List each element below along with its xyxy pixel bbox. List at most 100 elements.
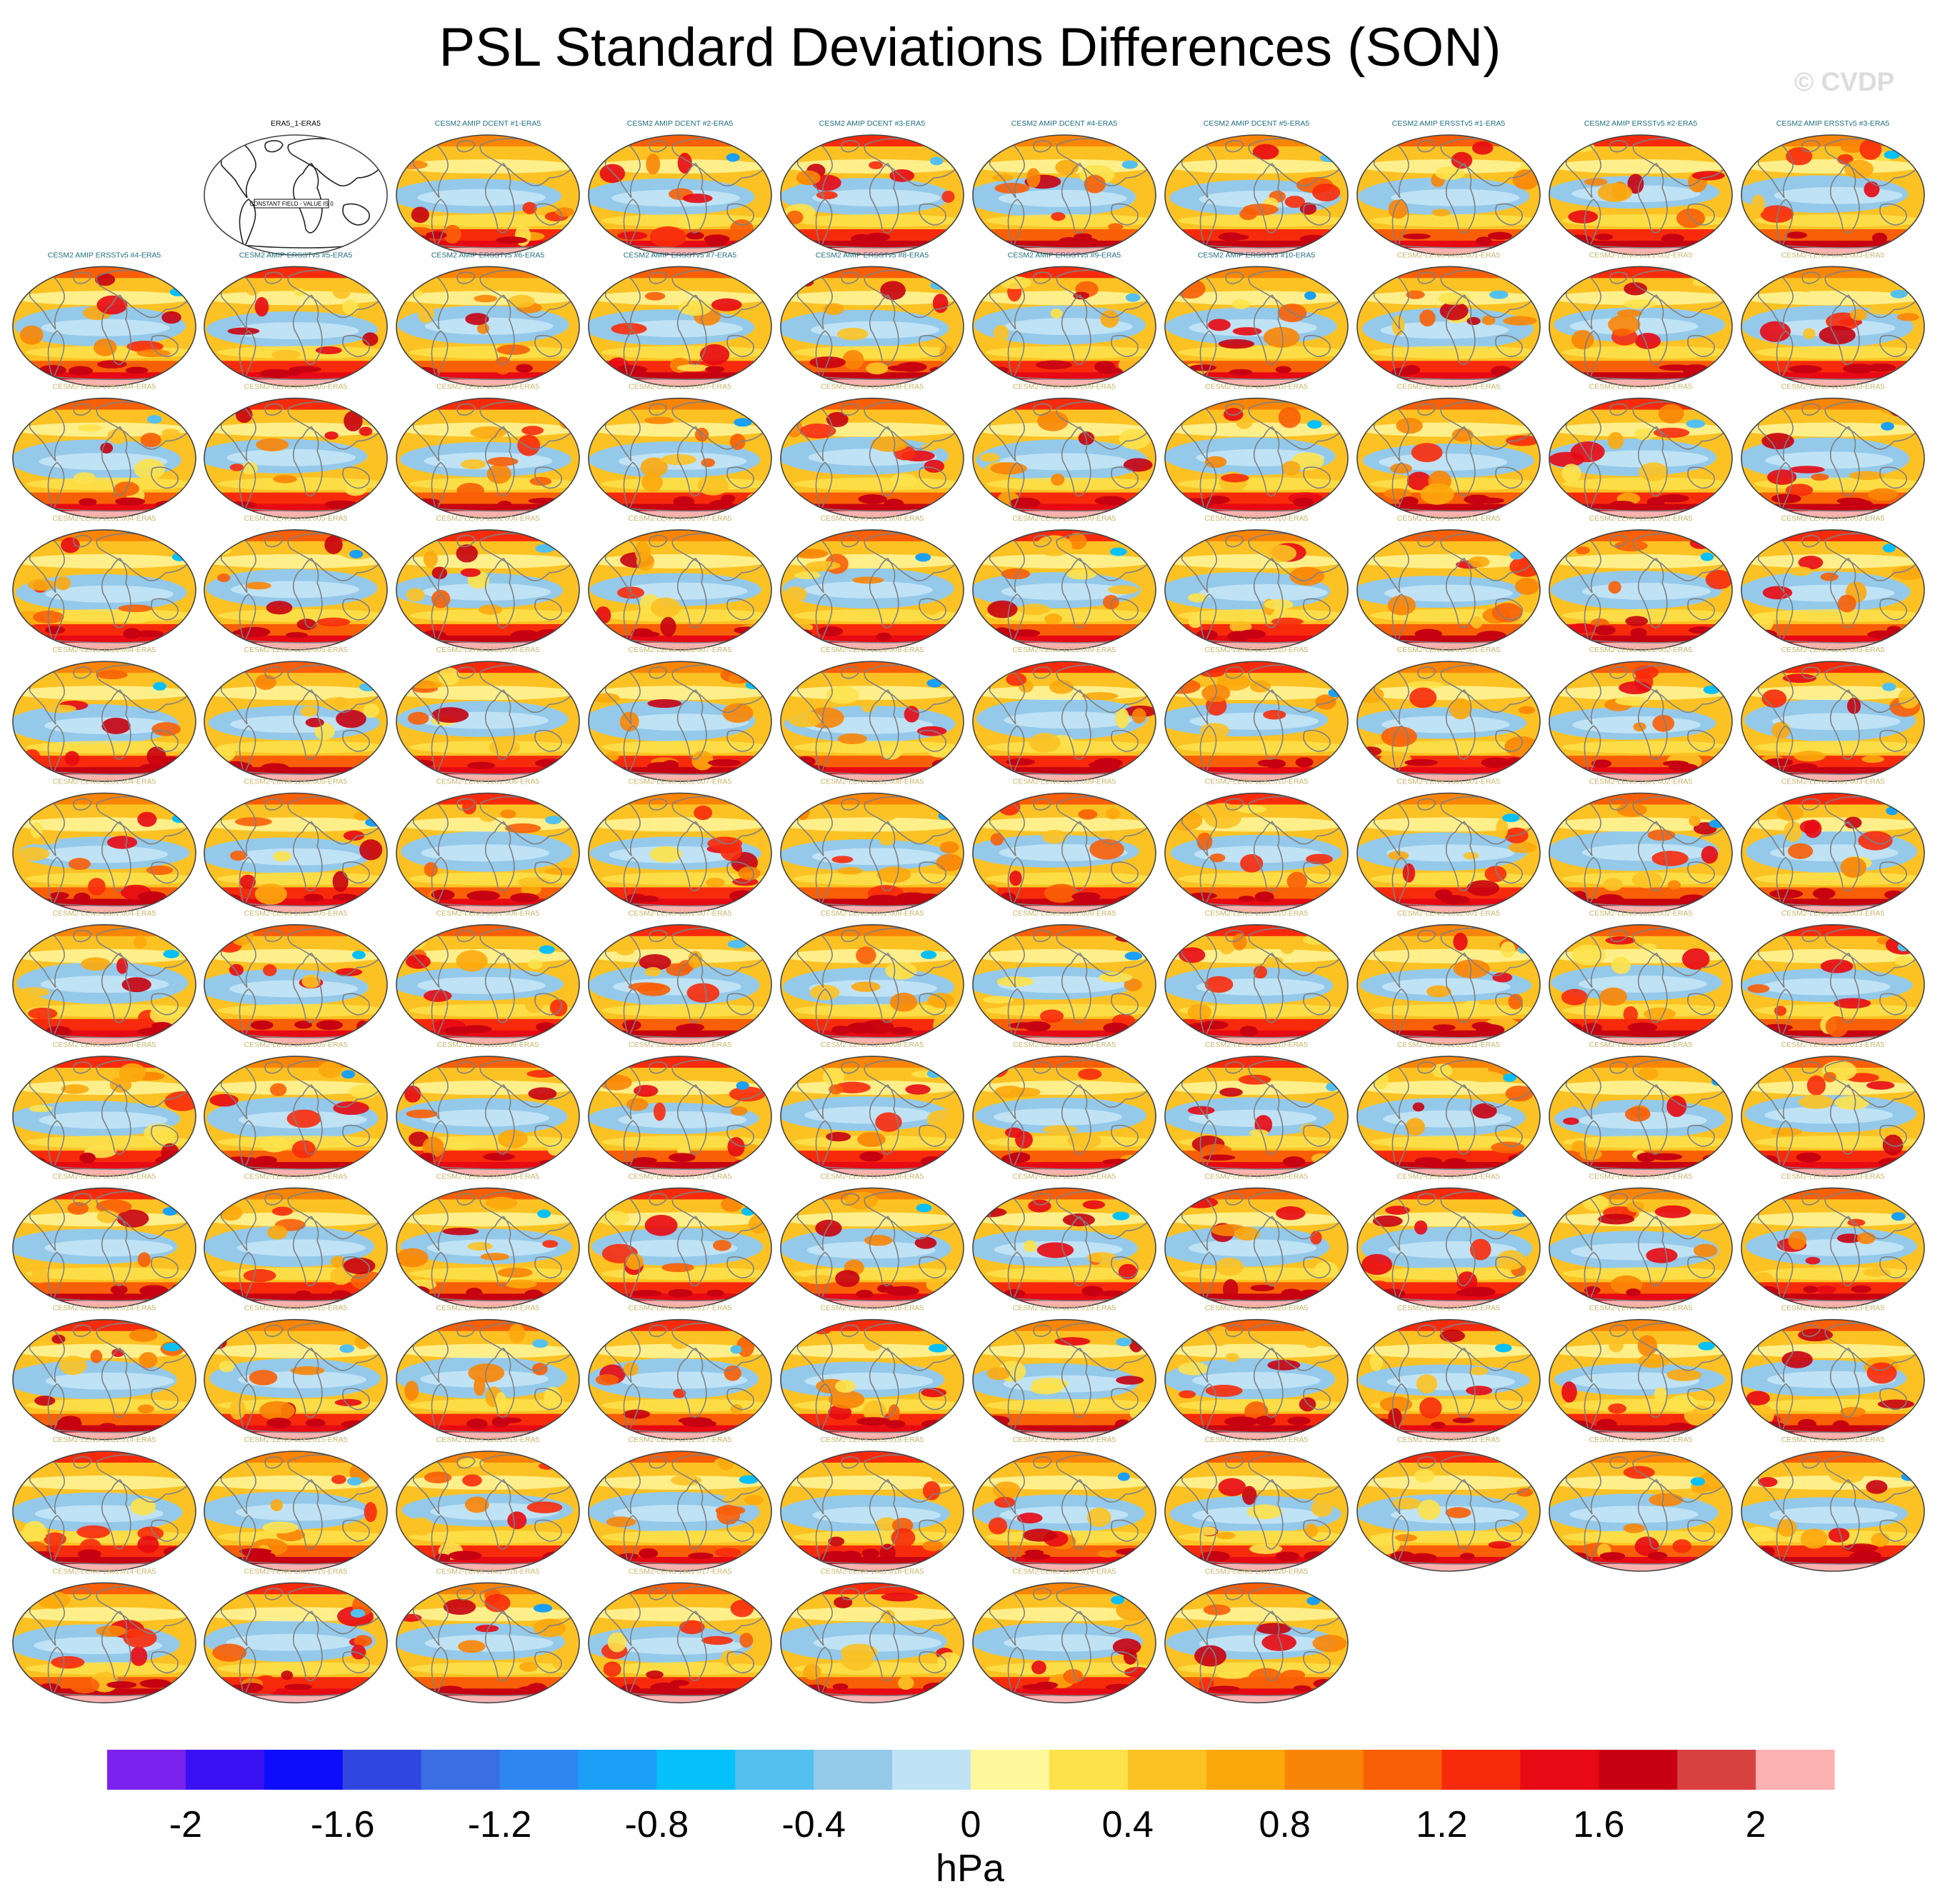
panel-label: CESM2-LENS 1171.009-ERA5 [1013, 1041, 1116, 1049]
map-panel [780, 1450, 964, 1572]
map-panel [972, 1450, 1156, 1572]
panel-label: CESM2-LENS 1251.008-ERA5 [821, 646, 924, 654]
colorbar-swatch [814, 1750, 893, 1790]
map-panel [396, 1187, 580, 1309]
map-panel [972, 1056, 1156, 1177]
panel-label: CESM2-LENS 1061.004-ERA5 [53, 383, 156, 391]
map-panel [1741, 1187, 1925, 1309]
panel-label: CESM2-LENS 1281.001-ERA5 [1397, 646, 1501, 654]
panel-label: CESM2-LENS 1281.016-ERA5 [436, 1435, 540, 1444]
panel-label: CESM2-LENS 1251.002-ERA5 [1589, 514, 1693, 523]
panel-label: CESM2-LENS 1231.017-ERA5 [629, 1172, 732, 1181]
panel-label: CESM2-LENS 1191.010-ERA5 [1205, 1041, 1308, 1049]
colorbar-tick-label: -2 [169, 1804, 202, 1845]
map-panel [1741, 529, 1925, 651]
colorbar-swatch [499, 1750, 579, 1790]
panel-label: CESM2-LENS 1301.002-ERA5 [1589, 778, 1693, 786]
panel-label: CESM2-LENS 1281.008-ERA5 [821, 778, 924, 786]
panel-label: CESM2-LENS 1251.003-ERA5 [1781, 514, 1885, 523]
map-panel [204, 266, 388, 388]
panel-label: CESM2-LENS 1301.020-ERA5 [1205, 1567, 1309, 1575]
panel-label: CESM2-LENS 1301.011-ERA5 [1397, 1435, 1500, 1444]
map-panel [1164, 1318, 1349, 1440]
panel-label: CESM2-LENS 1251.004-ERA5 [53, 646, 156, 654]
panel-label: CESM2-LENS 1091.005-ERA5 [244, 1041, 348, 1049]
map-panel [1164, 1187, 1349, 1309]
panel-label: CESM2-LENS 1001.001-ERA5 [1397, 251, 1501, 259]
panel-label: CESM2-LENS 1301.001-ERA5 [1397, 778, 1501, 786]
panel-label: CESM2-LENS 1021.002-ERA5 [1589, 251, 1693, 259]
map-panel [1356, 661, 1541, 783]
panel-label: CESM2 AMIP DCENT #5-ERA5 [1204, 119, 1310, 128]
colorbar-swatch [264, 1750, 344, 1790]
panel-label: CESM2-LENS 1031.002-ERA5 [1589, 909, 1693, 918]
panel-label: CESM2-LENS 1281.015-ERA5 [244, 1435, 348, 1444]
colorbar-swatch [107, 1750, 186, 1790]
map-panel [780, 529, 964, 651]
map-panel [1356, 1187, 1541, 1309]
map-panel [12, 792, 196, 914]
map-panel [588, 661, 772, 783]
map-panel [1741, 1450, 1925, 1572]
panel-label: CESM2-LENS 1251.012-ERA5 [1589, 1172, 1693, 1181]
map-panel [972, 134, 1156, 256]
map-panel [1356, 792, 1541, 914]
map-panel [1549, 134, 1733, 256]
map-panel [204, 529, 388, 651]
panel-label: CESM2-LENS 1281.012-ERA5 [1589, 1304, 1693, 1313]
map-panel [12, 1187, 196, 1309]
panel-label: CESM2-LENS 1251.016-ERA5 [436, 1304, 540, 1313]
map-panel [1164, 266, 1349, 388]
colorbar-swatch [1284, 1750, 1364, 1790]
map-panel [588, 134, 772, 256]
panel-label: CESM2-LENS 1301.016-ERA5 [436, 1567, 540, 1575]
map-panel [1741, 661, 1925, 783]
colorbar-swatch [892, 1750, 971, 1790]
map-panel [12, 529, 196, 651]
panel-label: CESM2-LENS 1231.015-ERA5 [244, 1172, 348, 1181]
map-panel [1741, 1318, 1925, 1440]
panel-label: CESM2-LENS 1281.009-ERA5 [1013, 778, 1116, 786]
map-panel [588, 792, 772, 914]
map-panel [588, 397, 772, 519]
map-panel [780, 1318, 964, 1440]
panel-label: CESM2-LENS 1251.010-ERA5 [1205, 646, 1309, 654]
colorbar-swatch [1049, 1750, 1129, 1790]
panel-label: CESM2-LENS 1151.008-ERA5 [821, 1041, 924, 1049]
panel-label: CESM2-LENS 1281.011-ERA5 [1397, 1304, 1500, 1313]
panel-label: CESM2-LENS 1231.011-ERA5 [1397, 1041, 1500, 1049]
panel-label: CESM2-LENS 1101.006-ERA5 [436, 383, 539, 391]
map-panel [396, 1450, 580, 1572]
map-panel [972, 1318, 1156, 1440]
map-panel [780, 1056, 964, 1177]
svg-text:CONSTANT FIELD - VALUE IS 0: CONSTANT FIELD - VALUE IS 0 [249, 201, 334, 207]
map-panel [1741, 1056, 1925, 1177]
panel-label: CESM2-LENS 1231.001-ERA5 [1397, 383, 1501, 391]
map-panel [1356, 1056, 1541, 1177]
map-panel [972, 529, 1156, 651]
colorbar-swatch [1441, 1750, 1521, 1790]
panel-label: CESM2-LENS 1231.019-ERA5 [1013, 1172, 1116, 1181]
panel-label: CESM2-LENS 1141.008-ERA5 [821, 383, 924, 391]
panel-label: CESM2-LENS 1231.003-ERA5 [1781, 383, 1885, 391]
map-panel [396, 266, 580, 388]
map-panel [396, 924, 580, 1046]
panel-label: CESM2 AMIP ERSSTv5 #5-ERA5 [239, 251, 353, 259]
panel-label: CESM2 AMIP ERSSTv5 #8-ERA5 [816, 251, 929, 259]
map-panel [972, 1582, 1156, 1704]
map-panel [780, 134, 964, 256]
map-panel [12, 1450, 196, 1572]
map-panel [780, 397, 964, 519]
panel-label: CESM2 AMIP DCENT #1-ERA5 [435, 119, 541, 128]
map-panel [1164, 529, 1349, 651]
map-panel [396, 792, 580, 914]
map-panel [1549, 792, 1733, 914]
panel-label: CESM2-LENS 1231.008-ERA5 [821, 514, 924, 523]
colorbar-swatch [735, 1750, 814, 1790]
colorbar-tick-label: 1.2 [1416, 1804, 1467, 1845]
colorbar-tick-label: 0 [961, 1804, 981, 1845]
colorbar-tick-label: 0.4 [1102, 1804, 1154, 1845]
map-panel [204, 1582, 388, 1704]
map-panel [1164, 1056, 1349, 1177]
colorbar-swatch [1363, 1750, 1443, 1790]
